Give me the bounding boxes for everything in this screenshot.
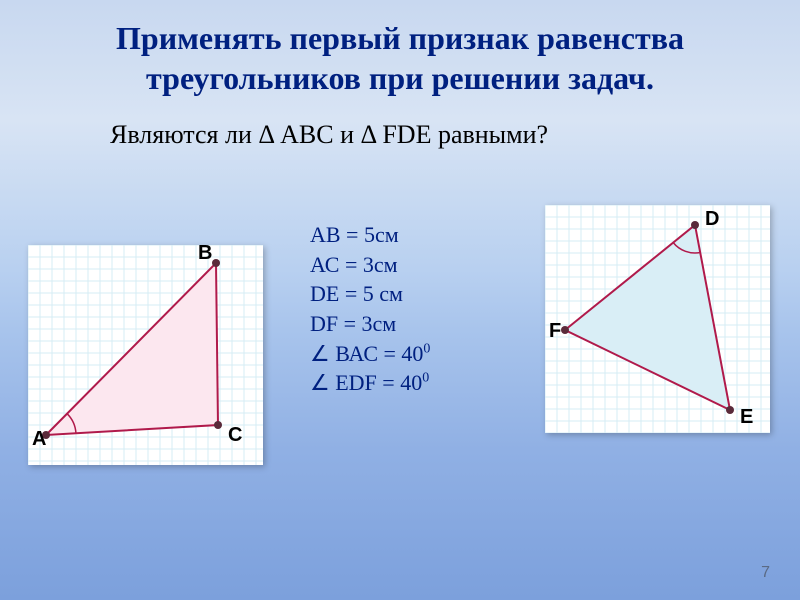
data-line: АС = 3см [310, 250, 430, 280]
delta-icon: Δ [258, 120, 273, 149]
slide-number: 7 [761, 564, 770, 582]
triangle-fde-svg: D E F [545, 205, 770, 433]
triangle-fde-figure: D E F [545, 205, 770, 433]
slide-title: Применять первый признак равенства треуг… [0, 0, 800, 106]
delta-icon: Δ [361, 120, 376, 149]
svg-text:C: C [228, 424, 242, 446]
data-line: DF = 3см [310, 309, 430, 339]
triangle-abc-svg: A B C [28, 245, 263, 465]
angle-icon: ∠ [310, 370, 330, 395]
angle-edf: EDF = 40 [330, 370, 422, 395]
data-line: DE = 5 см [310, 279, 430, 309]
svg-text:A: A [32, 428, 46, 450]
q-t1: ABC и [274, 120, 361, 149]
angle-icon: ∠ [310, 341, 330, 366]
angle-bac: ВАС = 40 [330, 341, 424, 366]
svg-text:B: B [198, 245, 212, 264]
data-line: ∠ ВАС = 400 [310, 339, 430, 369]
degree-sup: 0 [423, 341, 430, 356]
degree-sup: 0 [422, 371, 429, 386]
svg-text:F: F [549, 320, 561, 342]
svg-text:D: D [705, 208, 719, 230]
q-t2: FDE равными? [376, 120, 548, 149]
data-line: АВ = 5см [310, 220, 430, 250]
svg-text:E: E [740, 406, 753, 428]
question-text: Являются ли Δ ABC и Δ FDE равными? [0, 106, 800, 150]
q-prefix: Являются ли [110, 120, 258, 149]
given-data: АВ = 5см АС = 3см DE = 5 см DF = 3см ∠ В… [310, 220, 430, 398]
triangle-abc-figure: A B C [28, 245, 263, 465]
data-line: ∠ EDF = 400 [310, 368, 430, 398]
